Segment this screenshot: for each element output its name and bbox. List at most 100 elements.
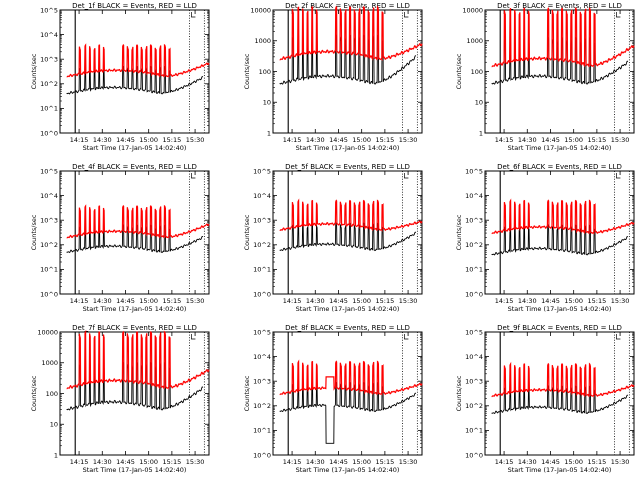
marker-glyph [191,173,196,179]
marker-glyph [191,334,196,340]
x-axis-label: Start Time (17-Jan-05 14:02:40) [296,466,400,474]
chart-title: Det_8f BLACK = Events, RED = LLD [285,324,410,332]
marker-glyph [404,334,409,340]
lld-series-line [66,43,210,78]
x-tick-label: 14:30 [93,136,112,144]
y-tick-label: 10^4 [465,192,483,200]
y-tick-label: 10^3 [40,56,58,64]
y-tick-label: 10^1 [40,105,58,113]
events-series-line [491,36,629,85]
plot-frame [272,9,423,134]
y-tick-label: 10^0 [253,290,271,298]
chart-panel: Det_8f BLACK = Events, RED = LLD 10^0 10^1… [243,324,423,474]
x-tick-label: 14:45 [541,297,560,305]
y-tick-label: 1000 [466,37,483,45]
events-series-line [66,361,204,411]
x-axis-label: Start Time (17-Jan-05 14:02:40) [296,305,400,313]
y-tick-label: 10^3 [465,378,483,386]
chart-title: Det_7f BLACK = Events, RED = LLD [72,324,197,332]
x-tick-label: 14:15 [70,458,89,466]
plot-frame [272,170,423,295]
y-axis-label: Counts/sec [243,214,251,250]
x-tick-label: 15:30 [399,458,418,466]
y-tick-label: 10^0 [465,290,483,298]
chart-panel: Det_3f BLACK = Events, RED = LLD 1 10 100 10… [455,2,635,152]
marker-glyph [616,173,621,179]
chart-title: Det_3f BLACK = Events, RED = LLD [497,2,622,10]
x-tick-label: 15:15 [163,136,182,144]
plot-frame [484,331,635,456]
y-tick-label: 10^2 [40,80,58,88]
x-tick-label: 14:15 [495,136,514,144]
x-tick-label: 14:45 [329,458,348,466]
x-tick-label: 15:30 [611,297,630,305]
lld-series-line [491,361,635,398]
x-tick-label: 14:30 [306,136,325,144]
y-tick-label: 10000 [462,6,483,14]
y-tick-label: 10^1 [253,266,271,274]
x-axis-label: Start Time (17-Jan-05 14:02:40) [508,144,612,152]
x-tick-label: 14:30 [306,458,325,466]
y-axis-label: Counts/sec [455,214,463,250]
y-tick-label: 10^2 [465,241,483,249]
chart-title: Det_5f BLACK = Events, RED = LLD [285,163,410,171]
x-tick-label: 14:45 [116,458,135,466]
x-tick-label: 14:30 [518,136,537,144]
x-tick-label: 14:30 [518,458,537,466]
x-tick-label: 15:30 [399,136,418,144]
y-tick-label: 10 [475,99,483,107]
x-tick-label: 14:45 [541,136,560,144]
y-tick-label: 10^5 [40,6,58,14]
chart-title: Det_4f BLACK = Events, RED = LLD [72,163,197,171]
y-tick-label: 10000 [250,6,271,14]
marker-glyph [616,12,621,18]
x-tick-label: 14:30 [518,297,537,305]
y-tick-label: 1 [54,451,58,459]
y-tick-label: 10^5 [465,167,483,175]
chart-panel: Det_4f BLACK = Events, RED = LLD 10^0 10^1… [30,163,210,313]
events-series-line [66,64,204,95]
y-tick-label: 10 [263,99,271,107]
lld-series-line [491,198,635,235]
y-tick-label: 10^2 [465,402,483,410]
x-tick-label: 14:15 [495,297,514,305]
x-tick-label: 14:15 [70,297,89,305]
marker-glyph [191,12,196,18]
x-axis-label: Start Time (17-Jan-05 14:02:40) [508,305,612,313]
chart-panel: Det_9f BLACK = Events, RED = LLD 10^0 10^1… [455,324,635,474]
y-tick-label: 10^2 [253,241,271,249]
plot-frame [59,331,210,456]
y-tick-label: 10^3 [253,378,271,386]
lld-series-line [66,204,210,239]
y-tick-label: 1 [267,129,271,137]
y-tick-label: 10^4 [465,353,483,361]
y-tick-label: 10^5 [253,167,271,175]
x-tick-label: 15:15 [376,458,395,466]
chart-panel: Det_5f BLACK = Events, RED = LLD 10^0 10^1… [243,163,423,313]
x-tick-label: 14:45 [329,297,348,305]
y-tick-label: 10^4 [40,31,58,39]
y-tick-label: 10^1 [40,266,58,274]
x-tick-label: 15:30 [186,297,205,305]
y-tick-label: 10^4 [40,192,58,200]
y-tick-label: 1 [479,129,483,137]
lld-series-line [279,359,423,396]
x-tick-label: 15:00 [139,458,158,466]
y-axis-label: Counts/sec [455,375,463,411]
events-series-line [491,223,629,256]
x-tick-label: 14:30 [93,458,112,466]
y-tick-label: 10^4 [253,353,271,361]
x-tick-label: 14:15 [283,458,302,466]
x-tick-label: 14:15 [283,136,302,144]
marker-glyph [616,334,621,340]
chart-title: Det_9f BLACK = Events, RED = LLD [497,324,622,332]
lld-series-line [66,329,210,390]
y-tick-label: 1000 [254,37,271,45]
y-tick-label: 100 [471,68,483,76]
chart-panel: Det_2f BLACK = Events, RED = LLD 1 10 100 10… [243,2,423,152]
y-tick-label: 10^1 [465,266,483,274]
x-tick-label: 15:00 [139,297,158,305]
y-tick-label: 10^1 [465,427,483,435]
x-tick-label: 14:15 [70,136,89,144]
y-axis-label: Counts/sec [243,53,251,89]
